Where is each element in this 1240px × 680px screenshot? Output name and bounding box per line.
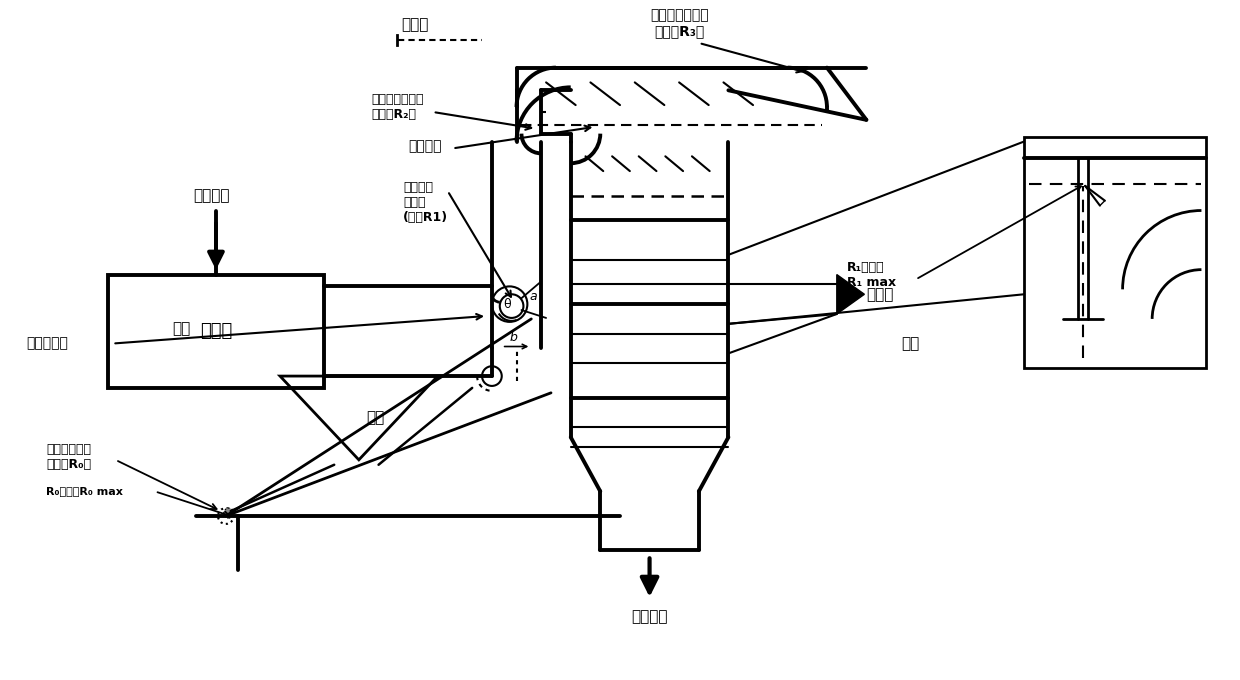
Text: R₁最大值
R₁ max: R₁最大值 R₁ max	[847, 260, 895, 288]
Text: 放大: 放大	[901, 336, 919, 351]
Text: 第三直弯内切圆
（半径R₃）: 第三直弯内切圆 （半径R₃）	[650, 8, 708, 38]
Text: 象鼻型结构: 象鼻型结构	[27, 337, 68, 351]
Text: 催化层: 催化层	[867, 287, 894, 302]
Text: a: a	[529, 290, 537, 303]
Text: 灰斗: 灰斗	[367, 411, 384, 426]
Text: 第二直弯内切圆
（半径R₂）: 第二直弯内切圆 （半径R₂）	[372, 93, 424, 121]
Text: θ: θ	[503, 298, 511, 311]
Text: R₀最大值R₀ max: R₀最大值R₀ max	[46, 486, 123, 496]
Text: b: b	[510, 330, 517, 343]
Bar	[108, 275, 325, 388]
Text: 膨胀节: 膨胀节	[402, 17, 429, 32]
Text: 第一直弯
内切圆
(半径R1): 第一直弯 内切圆 (半径R1)	[403, 181, 449, 224]
Bar	[1024, 137, 1207, 368]
Text: 省煤器: 省煤器	[200, 322, 232, 340]
Polygon shape	[837, 275, 864, 314]
Text: 梯形变径: 梯形变径	[408, 139, 441, 154]
Text: 象鼻型内切圆
（半径R₀）: 象鼻型内切圆 （半径R₀）	[46, 443, 92, 471]
Text: 烟气入口: 烟气入口	[192, 188, 229, 203]
Text: 烟气出口: 烟气出口	[631, 610, 668, 625]
Text: 放大: 放大	[172, 321, 191, 337]
Circle shape	[224, 508, 233, 518]
